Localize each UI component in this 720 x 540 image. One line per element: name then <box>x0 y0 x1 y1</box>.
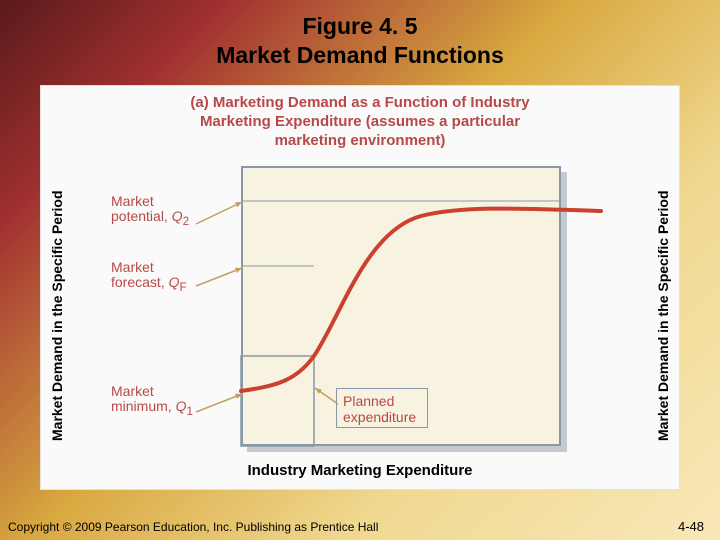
figure-subtitle: (a) Marketing Demand as a Function of In… <box>41 94 679 150</box>
title-line1: Figure 4. 5 <box>0 12 720 41</box>
x-axis-label: Industry Marketing Expenditure <box>41 462 679 479</box>
label-planned: Planned expenditure <box>343 393 416 425</box>
figure-panel: (a) Marketing Demand as a Function of In… <box>40 85 680 490</box>
y-axis-label-left: Market Demand in the Specific Period <box>49 176 65 456</box>
label-minimum: Market minimum, Q1 <box>111 384 193 419</box>
y-axis-label-right: Market Demand in the Specific Period <box>655 176 671 456</box>
page-number: 4-48 <box>678 519 704 534</box>
label-forecast: Market forecast, QF <box>111 260 187 295</box>
copyright-text: Copyright © 2009 Pearson Education, Inc.… <box>8 520 378 534</box>
title-line2: Market Demand Functions <box>0 41 720 70</box>
slide: Figure 4. 5 Market Demand Functions (a) … <box>0 0 720 540</box>
figure-title: Figure 4. 5 Market Demand Functions <box>0 0 720 70</box>
label-potential: Market potential, Q2 <box>111 194 189 229</box>
